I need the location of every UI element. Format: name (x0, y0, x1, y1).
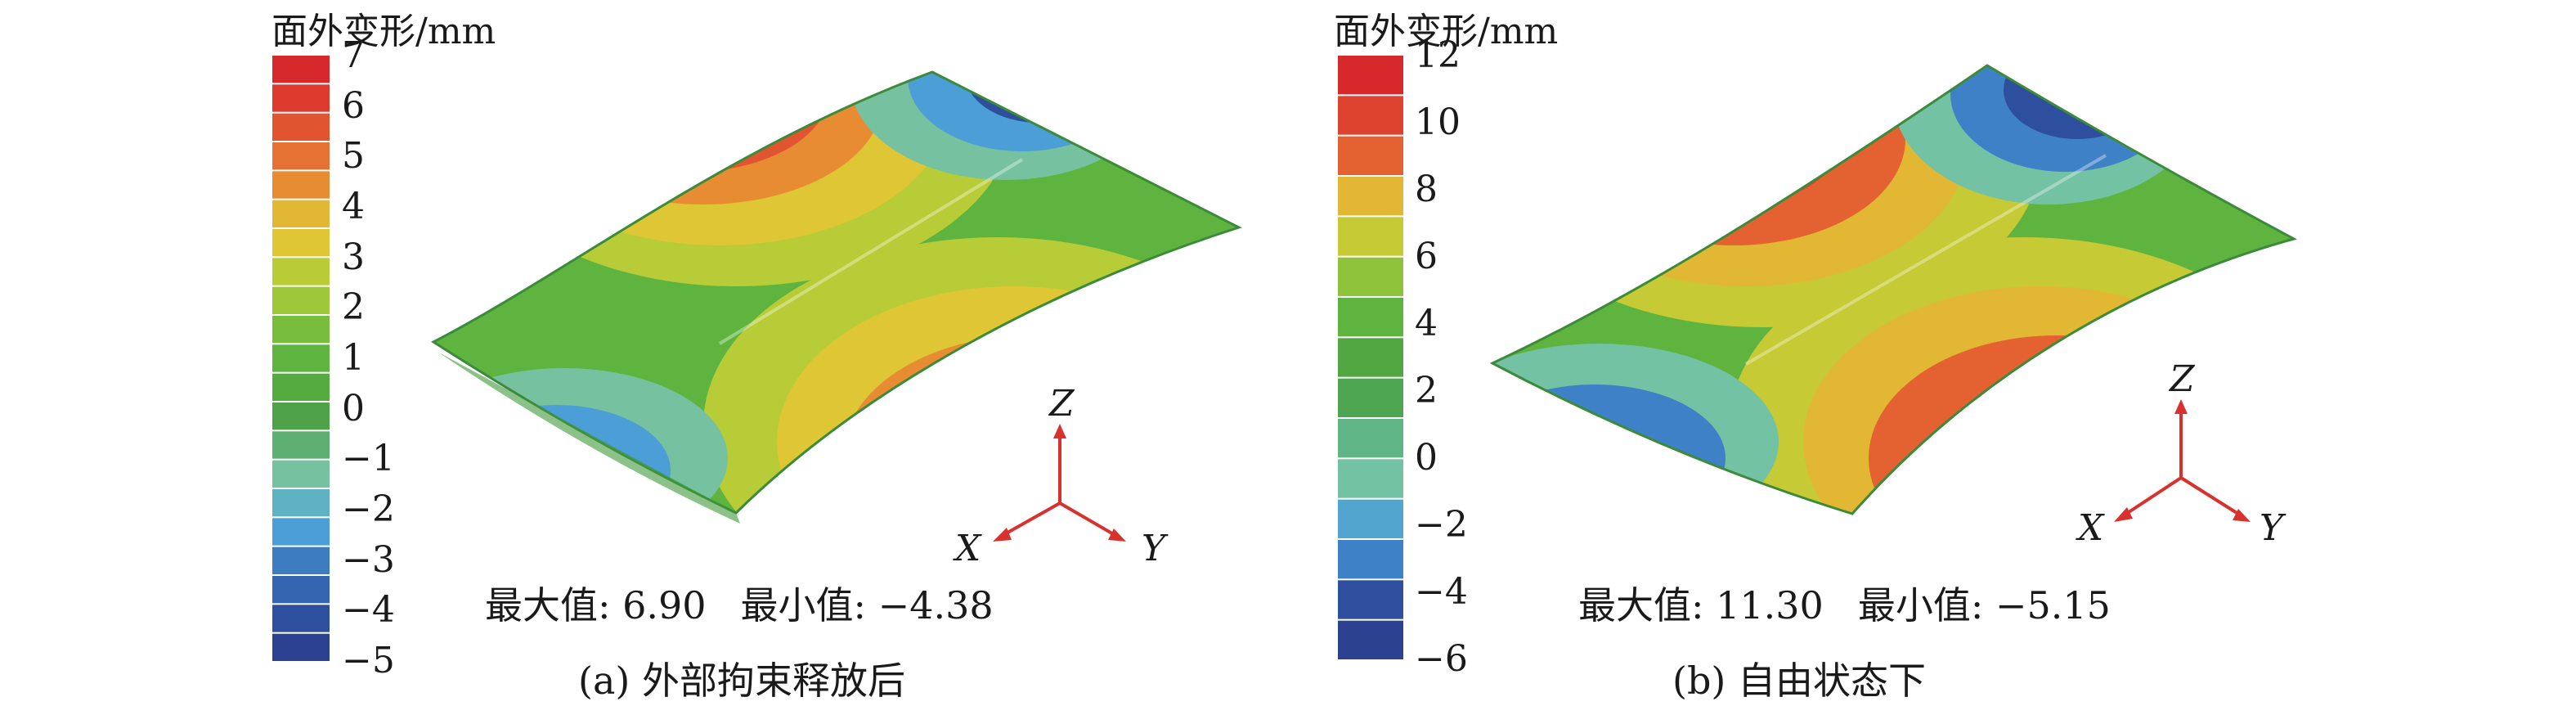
min-value: 最小值: −4.38 (740, 583, 994, 627)
colorbar-tick-label: 12 (1415, 34, 1461, 76)
colorbar-swatch (272, 84, 330, 112)
colorbar-swatch (1338, 56, 1403, 95)
colorbar-tick-label: −5 (342, 640, 395, 681)
colorbar-tick-label: −4 (342, 589, 395, 632)
colorbar-tick-label: 7 (342, 34, 365, 76)
colorbar-tick-label: −3 (342, 538, 395, 581)
colorbar-swatch (272, 431, 330, 459)
axis-triad-b (2114, 399, 2251, 522)
colorbar-swatch (1338, 378, 1403, 417)
colorbar-tick-label: −2 (342, 488, 395, 530)
colorbar-b (1338, 56, 1403, 659)
colorbar-swatch (272, 316, 330, 344)
axis-y-label: Y (2260, 507, 2287, 549)
colorbar-tick-label: 6 (1415, 236, 1438, 277)
colorbar-tick-label: 0 (1415, 437, 1438, 479)
colorbar-swatch (272, 633, 330, 661)
colorbar-tick-label: 3 (342, 236, 365, 278)
colorbar-swatch (1338, 580, 1403, 619)
colorbar-swatch (272, 605, 330, 632)
panel-a: 面外变形/mm 7 6 5 4 3 2 1 0 −1 −2 −3 −4 −5 (272, 11, 1242, 703)
axis-triad-a (993, 424, 1126, 542)
colorbar-swatch (1338, 620, 1403, 659)
max-value: 最大值: 6.90 (485, 583, 707, 627)
colorbar-tick-label: 10 (1415, 101, 1461, 143)
colorbar-a (272, 56, 330, 661)
colorbar-tick-label: 4 (342, 186, 365, 227)
colorbar-swatch (272, 460, 330, 488)
colorbar-swatch (272, 200, 330, 227)
colorbar-tick-label: 2 (342, 286, 365, 329)
colorbar-swatch (272, 489, 330, 517)
panel-b: 面外变形/mm 12 10 8 6 4 2 0 −2 −4 −6 (1288, 0, 2576, 706)
colorbar-swatch (272, 546, 330, 574)
colorbar-swatch (272, 229, 330, 257)
axis-x-label: X (2076, 507, 2105, 549)
caption-a: (a) 外部拘束释放后 (578, 659, 905, 703)
max-value: 最大值: 11.30 (1578, 583, 1824, 627)
deformed-plate-a: Z X Y (431, 70, 1242, 569)
colorbar-swatch (1338, 217, 1403, 256)
colorbar-swatch (1338, 338, 1403, 377)
colorbar-tick-label: 1 (342, 337, 365, 379)
colorbar-tick-label: −6 (1415, 638, 1468, 680)
colorbar-swatch (1338, 298, 1403, 337)
deformed-plate-b: Z X Y (1489, 64, 2298, 549)
axis-x-label: X (953, 528, 982, 569)
colorbar-tick-label: 6 (342, 84, 365, 127)
colorbar-tick-label: 8 (1415, 169, 1438, 210)
colorbar-swatch (1338, 540, 1403, 579)
colorbar-swatch (1338, 136, 1403, 175)
colorbar-tick-label: 4 (1415, 303, 1438, 344)
colorbar-swatch (272, 518, 330, 546)
colorbar-swatch (272, 56, 330, 83)
colorbar-swatch (1338, 459, 1403, 498)
colorbar-swatch (272, 258, 330, 286)
colorbar-tick-label: 0 (342, 387, 365, 429)
legend-title: 面外变形/mm (1334, 11, 1559, 52)
colorbar-swatch (272, 286, 330, 314)
stats-b: 最大值: 11.30 最小值: −5.15 (1578, 576, 2145, 630)
colorbar-swatch (272, 402, 330, 430)
colorbar-swatch (272, 344, 330, 372)
axis-y-label: Y (1142, 528, 1169, 569)
legend-title: 面外变形/mm (272, 11, 496, 52)
colorbar-swatch (1338, 419, 1403, 458)
colorbar-tick-label: −4 (1415, 571, 1468, 613)
colorbar-tick-label: −2 (1415, 504, 1468, 546)
axis-z-label: Z (1048, 383, 1075, 425)
colorbar-swatch (272, 171, 330, 199)
colorbar-swatch (272, 576, 330, 604)
colorbar-tick-label: 5 (342, 135, 365, 178)
colorbar-swatch (1338, 96, 1403, 135)
colorbar-swatch (1338, 499, 1403, 538)
colorbar-swatch (1338, 257, 1403, 296)
axis-z-label: Z (2168, 358, 2196, 400)
min-value: 最小值: −5.15 (1857, 583, 2111, 627)
colorbar-swatch (272, 373, 330, 401)
colorbar-swatch (272, 142, 330, 170)
stats-a: 最大值: 6.90 最小值: −4.38 (485, 576, 1028, 630)
colorbar-swatch (1338, 177, 1403, 216)
colorbar-tick-label: −1 (342, 438, 395, 480)
colorbar-swatch (272, 113, 330, 141)
caption-b: (b) 自由状态下 (1672, 659, 1926, 703)
colorbar-tick-label: 2 (1415, 370, 1438, 411)
